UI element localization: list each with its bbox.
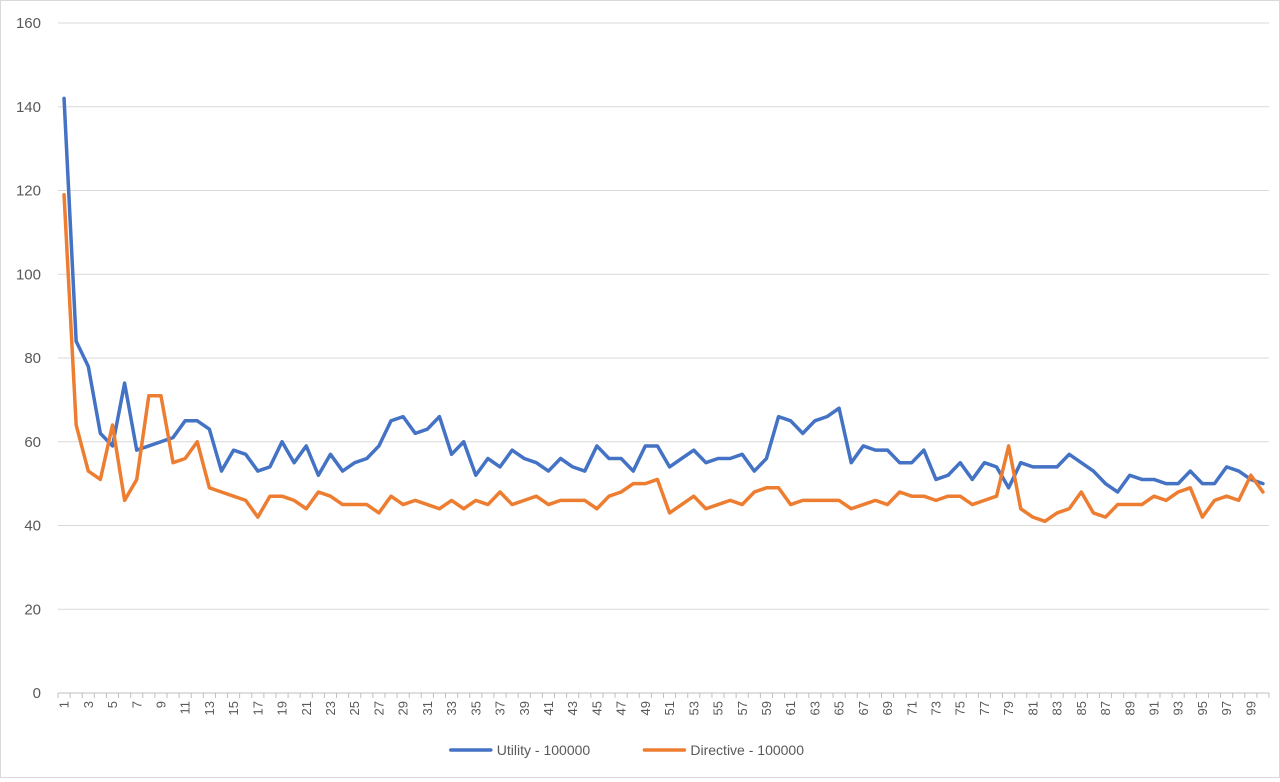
x-tick-label: 63 [807,701,822,715]
x-tick-label: 93 [1171,701,1186,715]
x-tick-label: 41 [541,701,556,715]
y-tick-label: 160 [16,15,41,32]
x-tick-label: 9 [153,701,168,708]
x-tick-label: 23 [323,701,338,715]
x-tick-label: 57 [735,701,750,715]
x-tick-label: 55 [711,701,726,715]
legend-label-directive: Directive - 100000 [690,742,804,758]
x-tick-label: 53 [686,701,701,715]
x-tick-label: 47 [614,701,629,715]
x-tick-label: 15 [226,701,241,715]
x-tick-label: 81 [1025,701,1040,715]
x-tick-label: 27 [371,701,386,715]
x-tick-label: 11 [178,701,193,715]
x-tick-label: 3 [81,701,96,708]
x-tick-label: 51 [662,701,677,715]
x-tick-label: 87 [1098,701,1113,715]
y-tick-label: 120 [16,183,41,200]
x-tick-label: 83 [1050,701,1065,715]
x-tick-label: 65 [832,701,847,715]
x-tick-label: 61 [783,701,798,715]
x-tick-label: 7 [129,701,144,708]
series-line-utility [62,96,1265,494]
x-tick-label: 59 [759,701,774,715]
x-tick-label: 21 [299,701,314,715]
x-tick-label: 85 [1074,701,1089,715]
x-axis-tick-labels: 1 3 5 7 9 11 13 15 17 19 21 23 25 27 29 31 33 35 37 39 41 43 4… [57,701,1259,715]
y-tick-label: 20 [24,601,41,618]
x-tick-label: 95 [1195,701,1210,715]
x-tick-label: 97 [1219,701,1234,715]
x-tick-label: 1 [57,701,72,708]
x-tick-label: 89 [1122,701,1137,715]
y-axis-tick-labels: 0 20 40 60 80 100 120 140 160 [16,15,41,702]
y-tick-label: 40 [24,518,41,535]
legend: Utility - 100000 Directive - 100000 [449,742,804,758]
x-tick-label: 39 [517,701,532,715]
x-tick-label: 49 [638,701,653,715]
x-tick-label: 31 [420,701,435,715]
series-line-directive [62,192,1265,524]
x-tick-label: 33 [444,701,459,715]
x-tick-label: 67 [856,701,871,715]
y-tick-label: 100 [16,266,41,283]
x-tick-label: 13 [202,701,217,715]
x-tick-label: 35 [468,701,483,715]
x-tick-label: 29 [396,701,411,715]
x-tick-label: 91 [1147,701,1162,715]
x-tick-label: 77 [977,701,992,715]
x-tick-label: 69 [880,701,895,715]
y-tick-label: 140 [16,99,41,116]
x-tick-label: 99 [1243,701,1258,715]
x-tick-label: 17 [250,701,265,715]
x-tick-label: 5 [105,701,120,708]
x-tick-label: 71 [904,701,919,715]
x-tick-label: 25 [347,701,362,715]
x-tick-label: 45 [589,701,604,715]
y-tick-label: 60 [24,434,41,451]
x-tick-label: 19 [275,701,290,715]
y-tick-label: 80 [24,350,41,367]
x-tick-label: 79 [1001,701,1016,715]
x-tick-label: 73 [929,701,944,715]
x-tick-label: 37 [493,701,508,715]
gridlines [57,22,1270,698]
x-tick-label: 43 [565,701,580,715]
legend-label-utility: Utility - 100000 [497,742,591,758]
x-tick-label: 75 [953,701,968,715]
y-tick-label: 0 [33,685,41,702]
series-lines [62,96,1265,524]
